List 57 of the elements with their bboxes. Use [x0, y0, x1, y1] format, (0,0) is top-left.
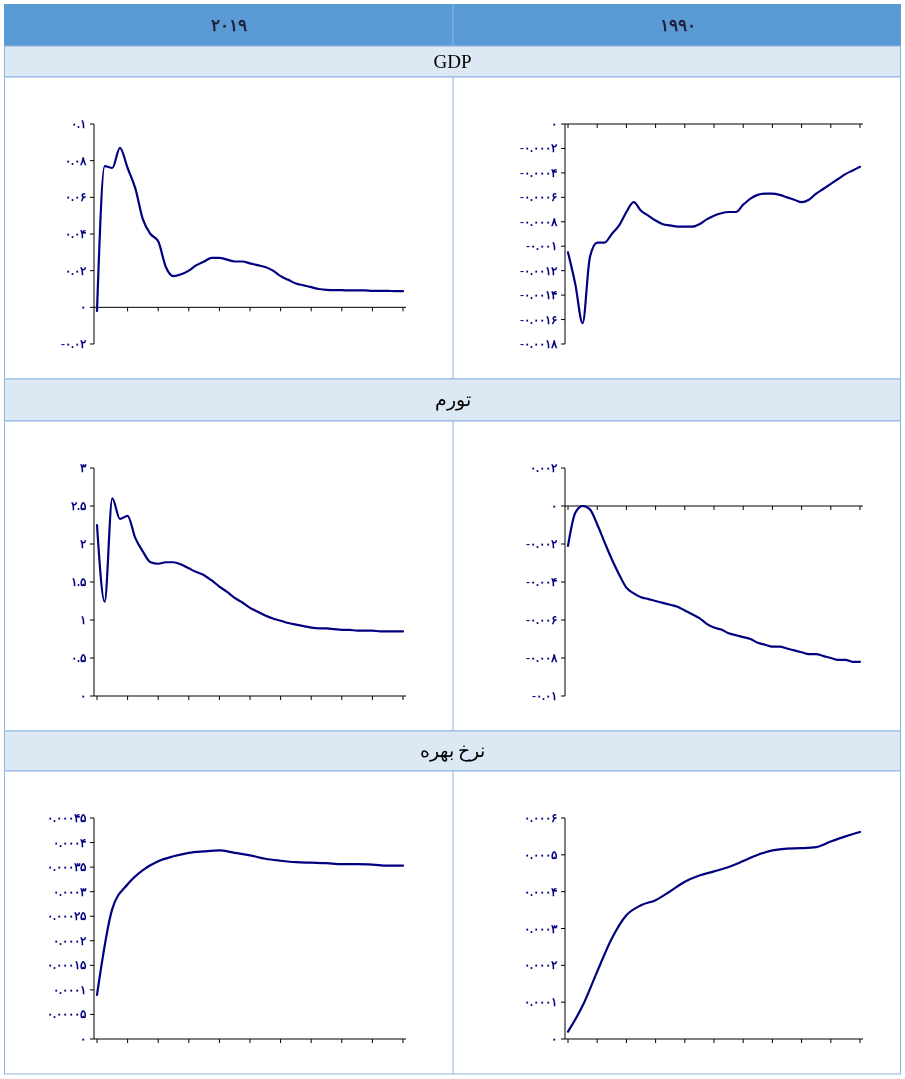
y-tick-label: -۰.۰۰۱۶: [520, 312, 557, 327]
y-tick-label: -۰.۰۰۸: [526, 651, 558, 665]
y-tick-label: ۳: [80, 461, 87, 475]
line-series: [566, 830, 862, 1033]
y-tick-label: -۰.۰۲: [61, 337, 87, 351]
y-tick-label: ۰.۰۰۰۳: [53, 884, 87, 899]
y-tick-label: -۰.۰۰۰۶: [520, 190, 557, 205]
y-tick-label: ۰.۰۰۰۱۵: [47, 958, 87, 973]
y-tick-label: ۰.۰۰۰۳۵: [47, 860, 87, 875]
y-tick-label: ۰.۰۰۰۲: [524, 958, 558, 973]
y-tick-label: -۰.۰۱: [532, 689, 557, 703]
line-series: [95, 497, 405, 633]
y-tick-label: ۰: [80, 1032, 86, 1046]
y-tick-label: -۰.۰۰۱: [526, 239, 557, 254]
y-tick-label: ۰.۰۰۰۴۵: [47, 811, 87, 825]
y-tick-label: ۰.۰۰۰۱: [524, 995, 557, 1010]
chart-subtitle: ۱۹۹۰: [659, 16, 696, 35]
y-tick-label: ۰.۰۰۰۲۵: [47, 909, 87, 924]
y-tick-label: ۰.۰۰۰۵: [524, 847, 558, 862]
y-tick-label: -۰.۰۰۱۸: [520, 337, 558, 351]
y-tick-label: ۲: [80, 537, 87, 551]
y-tick-label: -۰.۰۰۲: [526, 537, 558, 551]
y-tick-label: ۰.۰۰۰۴: [53, 835, 86, 850]
y-tick-label: -۰.۰۰۶: [526, 613, 557, 627]
y-tick-label: ۰.۰۰۰۴: [524, 884, 557, 899]
y-tick-label: -۰.۰۰۰۴: [520, 165, 557, 180]
line-series: [95, 849, 405, 996]
chart-subtitle: ۲۰۱۹: [210, 16, 247, 35]
y-tick-label: ۰.۰۶: [65, 190, 86, 205]
text: تورم: [434, 389, 471, 411]
y-tick-label: -۰.۰۰۰۸: [520, 214, 558, 229]
y-tick-label: ۰.۵: [71, 651, 87, 665]
y-tick-label: ۱: [80, 613, 86, 627]
y-tick-label: ۰.۰۰۲: [530, 461, 558, 475]
y-tick-label: -۰.۰۰۰۲: [520, 141, 558, 156]
y-tick-label: ۰.۰۰۰۶: [524, 811, 557, 825]
y-tick-label: ۰.۰۰۰۲: [53, 933, 87, 948]
text: نرخ بهره: [419, 740, 486, 762]
y-tick-label: ۰.۰۰۰۱: [53, 982, 86, 997]
y-tick-label: -۰.۰۰۴: [526, 575, 557, 589]
y-tick-label: ۱.۵: [71, 575, 87, 589]
y-tick-label: -۰.۰۰۱۴: [520, 288, 557, 303]
line-series: [566, 165, 862, 325]
y-tick-label: ۲.۵: [71, 499, 87, 513]
y-tick-label: ۰.۱: [71, 117, 86, 131]
y-tick-label: ۰.۰۰۰۳: [524, 921, 558, 936]
y-tick-label: ۰: [551, 499, 557, 513]
y-tick-label: ۰.۰۸: [65, 153, 87, 168]
y-tick-label: ۰.۰۴: [65, 227, 86, 241]
y-tick-label: -۰.۰۰۱۲: [520, 263, 558, 278]
y-tick-label: ۰: [80, 689, 86, 703]
y-tick-label: ۰: [80, 300, 86, 315]
y-tick-label: ۰: [551, 117, 557, 131]
y-tick-label: ۰: [551, 1032, 557, 1046]
text: GDP: [433, 50, 472, 72]
y-tick-label: ۰.۰۰۰۰۵: [47, 1007, 87, 1022]
y-tick-label: ۰.۰۲: [65, 263, 87, 278]
